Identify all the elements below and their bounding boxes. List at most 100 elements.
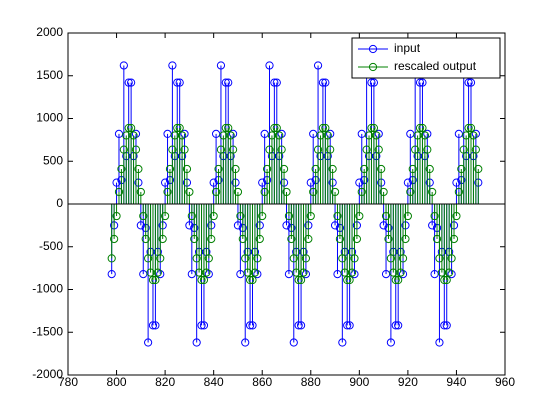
stem-marker: [216, 61, 226, 70]
stem-marker: [435, 338, 444, 347]
stem-marker: [238, 234, 247, 244]
stem-marker: [367, 78, 376, 87]
stem-marker: [127, 123, 136, 133]
stem-marker: [221, 123, 230, 133]
stem-marker: [403, 178, 412, 187]
legend-marker: [368, 62, 378, 72]
stem-marker: [228, 129, 238, 138]
stem-marker: [355, 178, 364, 187]
stem-marker: [452, 178, 461, 187]
stem-marker: [272, 123, 281, 133]
stem-marker: [163, 187, 172, 197]
stem-marker: [151, 275, 160, 285]
stem-marker: [211, 187, 221, 197]
stem-marker: [415, 123, 425, 133]
stem-marker: [445, 268, 454, 277]
stem-marker: [197, 321, 206, 330]
stem-marker: [241, 338, 250, 347]
stem-marker: [112, 211, 121, 221]
stem-marker: [119, 61, 128, 70]
stem-marker: [423, 129, 432, 138]
x-tick-label: 940: [446, 375, 466, 389]
y-tick-label: 500: [43, 153, 63, 167]
stem-marker: [165, 164, 175, 174]
stem-marker: [296, 321, 306, 330]
stem-marker: [178, 131, 187, 140]
stem-marker: [185, 187, 194, 197]
stem-marker: [299, 268, 308, 277]
stem-marker: [265, 145, 274, 154]
stem-marker: [294, 321, 303, 330]
stem-marker: [423, 145, 432, 154]
stem-marker: [384, 234, 393, 244]
stem-marker: [335, 234, 345, 244]
stem-marker: [207, 234, 216, 244]
stem-marker: [309, 187, 318, 197]
stem-marker: [260, 187, 269, 197]
stem-marker: [180, 129, 189, 138]
y-tick-label: -2000: [32, 367, 63, 381]
stem-marker: [464, 123, 473, 133]
stem-marker: [199, 321, 209, 330]
stem-marker: [418, 78, 427, 87]
stem-marker: [464, 78, 473, 87]
stem-marker: [250, 268, 260, 277]
stem-marker: [296, 275, 306, 285]
stem-marker: [209, 178, 218, 187]
stem-marker: [168, 61, 177, 70]
stem-marker: [386, 338, 395, 347]
stem-marker: [381, 211, 391, 221]
stem-marker: [270, 123, 279, 133]
stem-marker: [228, 145, 238, 154]
stem-marker: [403, 211, 412, 221]
stem-marker: [396, 268, 405, 277]
axes-box: [67, 32, 506, 376]
stem-marker: [148, 275, 158, 285]
stem-marker: [175, 78, 184, 87]
stem-marker: [275, 131, 284, 140]
stem-marker: [391, 321, 400, 330]
stem-marker: [347, 268, 357, 277]
stem-marker: [144, 254, 153, 263]
stem-marker: [224, 123, 233, 133]
stem-marker: [326, 145, 335, 154]
stem-marker: [148, 321, 158, 330]
stem-marker: [139, 211, 148, 221]
stem-marker: [233, 187, 243, 197]
stem-marker: [398, 270, 408, 279]
stem-marker: [224, 78, 233, 87]
stem-marker: [221, 78, 230, 87]
stem-marker: [430, 211, 439, 221]
stem-marker: [127, 78, 136, 87]
stem-marker: [187, 211, 196, 221]
stem-marker: [156, 270, 165, 279]
stem-marker: [447, 270, 456, 279]
stem-marker: [197, 275, 206, 285]
stem-marker: [301, 254, 311, 263]
stem-marker: [440, 275, 449, 285]
x-tick-label: 900: [349, 375, 369, 389]
stem-marker: [377, 164, 386, 174]
stem-marker: [321, 78, 330, 87]
stem-marker: [330, 187, 340, 197]
stem-marker: [466, 123, 476, 133]
stem-marker: [241, 254, 250, 263]
stem-marker: [192, 254, 201, 263]
stem-marker: [216, 145, 226, 154]
legend-label: input: [394, 41, 421, 55]
stem-marker: [236, 211, 245, 221]
stem-marker: [255, 234, 264, 244]
stem-marker: [345, 321, 354, 330]
stem-marker: [190, 234, 199, 244]
stem-marker: [362, 145, 371, 154]
stem-marker: [345, 275, 354, 285]
stem-marker: [454, 187, 463, 197]
y-tick-label: -500: [39, 239, 63, 253]
stem-marker: [418, 123, 427, 133]
stem-marker: [175, 123, 184, 133]
stem-marker: [428, 187, 437, 197]
stem-marker: [313, 61, 323, 70]
legend-box: [351, 37, 501, 79]
stem-marker: [442, 275, 451, 285]
stem-marker: [318, 123, 328, 133]
